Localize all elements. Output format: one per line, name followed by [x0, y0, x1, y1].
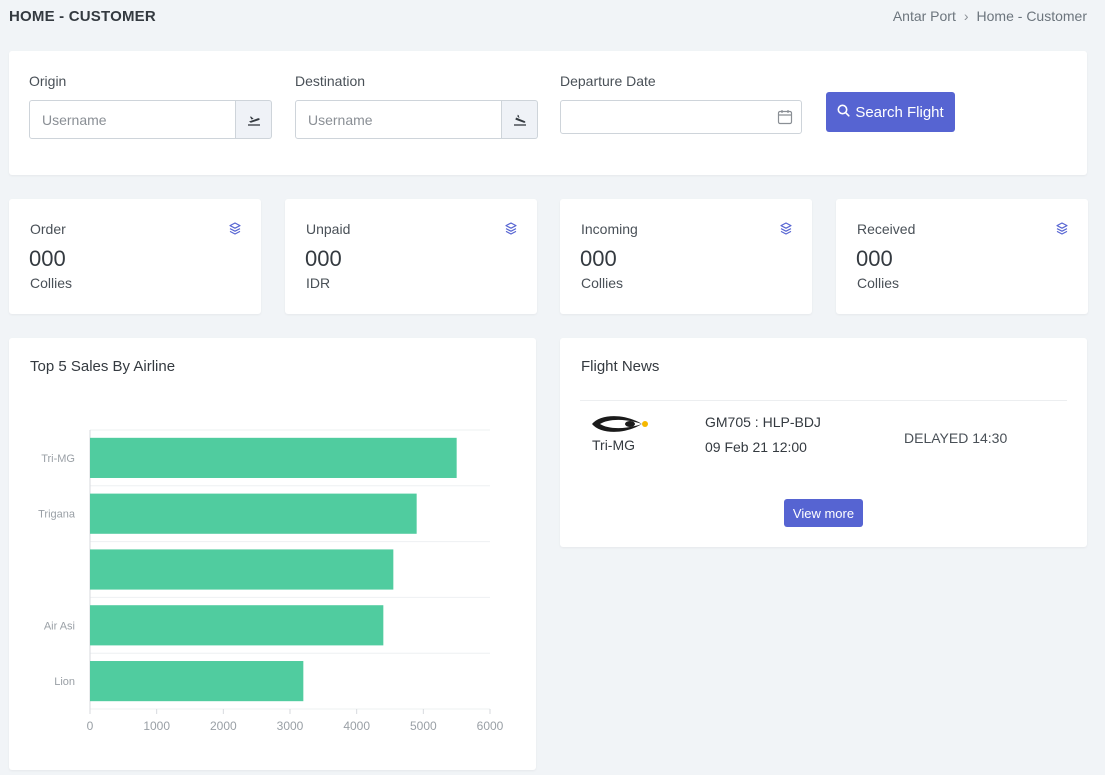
news-flight-number: GM705 : HLP-BDJ	[705, 414, 821, 430]
stat-label: Unpaid	[306, 221, 351, 237]
plane-landing-icon	[502, 100, 538, 139]
departure-date-input[interactable]	[560, 100, 802, 134]
x-tick-label: 1000	[143, 719, 170, 733]
breadcrumb-item-current: Home - Customer	[976, 8, 1087, 24]
breadcrumb-item-antar-port[interactable]: Antar Port	[892, 8, 956, 24]
bar	[90, 437, 457, 478]
x-tick-label: 2000	[210, 719, 237, 733]
news-flight-status: DELAYED 14:30	[904, 430, 1008, 446]
origin-input[interactable]	[29, 100, 236, 139]
search-icon	[837, 104, 850, 121]
y-tick-label: Trigana	[38, 509, 76, 521]
chevron-right-icon: ›	[963, 8, 969, 24]
sales-bar-chart: 0 1000 2000 3000 4000 5000 6000 Tri-MG Trigana Ai…	[38, 429, 504, 733]
departure-date-label: Departure Date	[560, 73, 656, 89]
breadcrumb: Antar Port › Home - Customer	[893, 8, 1087, 24]
stat-unit: Collies	[581, 275, 624, 291]
plane-takeoff-icon	[236, 100, 272, 139]
layers-icon	[1056, 222, 1068, 241]
stat-label: Received	[857, 221, 916, 237]
bar	[90, 605, 384, 646]
search-flight-label: Search Flight	[855, 103, 944, 121]
bar	[90, 661, 304, 702]
bar	[90, 493, 417, 534]
bar	[90, 549, 394, 590]
x-tick-label: 6000	[477, 719, 504, 733]
departure-date-field: Departure Date	[560, 73, 802, 134]
x-tick-label: 5000	[410, 719, 437, 733]
destination-field: Destination	[295, 73, 538, 139]
stat-unit: Collies	[30, 275, 73, 291]
destination-label: Destination	[295, 73, 366, 89]
origin-label: Origin	[29, 73, 67, 89]
stat-card-unpaid: Unpaid 000 IDR	[285, 199, 537, 314]
sales-card-title: Top 5 Sales By Airline	[30, 358, 176, 375]
stat-card-received: Received 000 Collies	[836, 199, 1088, 314]
y-tick-label: Tri-MG	[41, 453, 75, 465]
stat-unit: Collies	[857, 275, 900, 291]
stat-card-incoming: Incoming 000 Collies	[560, 199, 812, 314]
stat-label: Order	[30, 221, 66, 237]
x-tick-label: 0	[87, 719, 94, 733]
news-airline-name: Tri-MG	[592, 437, 636, 453]
stat-value: 000	[580, 246, 617, 271]
sales-by-airline-card: Top 5 Sales By Airline 0 1000 2000 3000 4000…	[9, 338, 536, 770]
layers-icon	[505, 222, 517, 241]
news-flight-datetime: 09 Feb 21 12:00	[705, 439, 807, 455]
stat-label: Incoming	[581, 221, 638, 237]
calendar-icon[interactable]	[777, 109, 793, 130]
flight-news-card: Flight News Tri-MG GM705 : HLP-BDJ 09 Fe…	[560, 338, 1087, 547]
y-tick-label: Lion	[54, 676, 75, 688]
layers-icon	[229, 222, 241, 241]
stat-unit: IDR	[306, 275, 331, 291]
stat-value: 000	[305, 246, 342, 271]
airline-logo	[590, 414, 652, 439]
x-tick-label: 3000	[277, 719, 304, 733]
stat-value: 000	[29, 246, 66, 271]
origin-field: Origin	[29, 73, 272, 139]
layers-icon	[780, 222, 792, 241]
page-title: HOME - CUSTOMER	[9, 8, 156, 25]
divider	[580, 400, 1067, 401]
y-tick-label: Air Asi	[44, 620, 75, 632]
stat-value: 000	[856, 246, 893, 271]
search-flight-button[interactable]: Search Flight	[826, 92, 955, 132]
view-more-button[interactable]: View more	[784, 499, 863, 527]
x-tick-label: 4000	[343, 719, 370, 733]
stat-card-order: Order 000 Collies	[9, 199, 261, 314]
flight-search-card: Origin Destination Departure Date	[9, 51, 1087, 175]
destination-input[interactable]	[295, 100, 502, 139]
flight-news-title: Flight News	[581, 358, 660, 375]
